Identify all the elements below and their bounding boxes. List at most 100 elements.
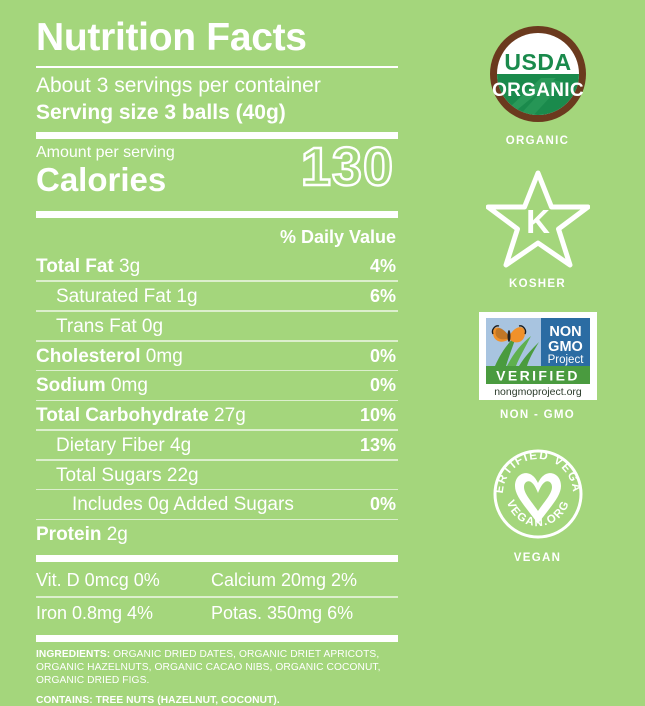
nutrient-label: Trans Fat 0g: [56, 316, 163, 337]
protein-divider: [36, 555, 398, 563]
nutrient-daily-value: 0%: [369, 375, 396, 396]
vitamins-section: Vit. D 0mcg 0% Calcium 20mg 2% Iron 0.8mg …: [36, 565, 398, 628]
row-divider: [36, 429, 398, 431]
nutrient-name: Sodium: [36, 375, 106, 397]
vitamin-cell-left: Vit. D 0mcg 0%: [36, 570, 160, 591]
nutrient-row: Sodium 0mg 0%: [36, 371, 398, 399]
serving-divider: [36, 132, 398, 140]
svg-text:ORGANIC: ORGANIC: [492, 80, 584, 101]
nutrient-amount: 27g: [208, 405, 246, 427]
nutrient-label: Total Sugars 22g: [56, 465, 199, 486]
svg-text:VERIFIED: VERIFIED: [496, 368, 580, 384]
ingredients-divider: [36, 635, 398, 643]
vitamin-cell-left: Iron 0.8mg 4%: [36, 602, 154, 623]
nutrient-name: Total Fat: [36, 256, 114, 278]
nutrition-label-page: Nutrition Facts About 3 servings per con…: [36, 0, 645, 706]
svg-text:Project: Project: [547, 354, 584, 366]
row-divider: [36, 488, 398, 491]
ingredients-lead: INGREDIENTS:: [36, 649, 111, 661]
nutrient-row: Includes 0g Added Sugars 0%: [36, 490, 398, 518]
badge-caption-kosher: KOSHER: [508, 278, 566, 290]
badge-non-gmo: NON GMO Project VERIFIED nongmoproject.o…: [478, 312, 597, 421]
row-divider: [36, 459, 398, 461]
vitamin-row: Vit. D 0mcg 0% Calcium 20mg 2%: [36, 565, 398, 596]
nutrient-amount: 0mg: [105, 375, 148, 397]
certification-badges-panel: USDA ORGANIC ORGANIC K KOSHER: [430, 0, 645, 645]
nutrient-name: Total Sugars: [56, 464, 162, 486]
nutrient-name: Dietary Fiber: [56, 434, 165, 456]
nutrition-facts-panel: Nutrition Facts About 3 servings per con…: [36, 16, 398, 706]
svg-text:GMO: GMO: [548, 339, 583, 355]
serving-size: Serving size 3 balls (40g): [36, 100, 286, 124]
nutrient-name: Trans Fat: [56, 315, 137, 337]
row-divider: [36, 369, 398, 372]
badge-caption-non-gmo: NON - GMO: [500, 409, 575, 421]
row-divider: [36, 280, 398, 282]
nutrient-label: Cholesterol 0mg: [36, 346, 183, 367]
servings-per-container: About 3 servings per container: [36, 74, 321, 97]
nutrient-amount: 2g: [101, 524, 128, 546]
row-divider: [36, 310, 398, 312]
nutrient-rows: Total Fat 3g 4% Saturated Fat 1g 6% Trans Fa…: [36, 252, 398, 548]
nutrient-row: Total Sugars 22g: [36, 461, 398, 489]
kosher-star-icon: K: [485, 170, 590, 268]
nutrient-amount: 4g: [164, 434, 192, 456]
nutrient-amount: 3g: [113, 256, 141, 278]
nutrient-label: Includes 0g Added Sugars: [72, 494, 294, 515]
nutrient-row: Trans Fat 0g: [36, 312, 398, 340]
vitamin-cell-right: Potas. 350mg 6%: [211, 602, 354, 623]
vitamin-row: Iron 0.8mg 4% Potas. 350mg 6%: [36, 598, 398, 629]
svg-text:K: K: [526, 203, 550, 240]
nutrient-name: Protein: [36, 524, 102, 546]
nutrient-row: Total Carbohydrate 27g 10%: [36, 401, 398, 429]
nutrient-name: Cholesterol: [36, 345, 141, 367]
nutrient-label: Total Fat 3g: [36, 256, 140, 277]
row-divider: [36, 399, 398, 402]
nutrient-daily-value: 10%: [359, 405, 396, 426]
svg-text:nongmoproject.org: nongmoproject.org: [494, 386, 582, 398]
calories-value: 130: [300, 137, 395, 198]
nutrient-row: Saturated Fat 1g 6%: [36, 282, 398, 310]
nutrient-name: Total Carbohydrate: [36, 405, 209, 427]
nutrient-daily-value: 4%: [369, 256, 396, 277]
nutrient-label: Saturated Fat 1g: [56, 286, 198, 307]
nutrient-label: Sodium 0mg: [36, 375, 148, 396]
calories-label: Calories: [36, 160, 167, 198]
nutrient-daily-value: 0%: [369, 345, 396, 366]
nutrient-row: Cholesterol 0mg 0%: [36, 342, 398, 370]
nutrient-name: Saturated Fat: [56, 285, 172, 307]
vitamin-cell-right: Calcium 20mg 2%: [211, 570, 358, 591]
badge-usda-organic: USDA ORGANIC ORGANIC: [486, 22, 590, 147]
title-divider: [36, 66, 398, 68]
badge-caption-vegan: VEGAN: [513, 552, 562, 564]
certified-vegan-icon: CERTIFIED VEGAN VEGAN.ORG: [489, 445, 582, 539]
calories-block: Amount per serving Calories 130: [36, 137, 398, 204]
amount-per-serving-label: Amount per serving: [36, 144, 175, 162]
nutrient-row: Total Fat 3g 4%: [36, 252, 398, 280]
row-divider: [36, 340, 398, 342]
calories-divider: [36, 211, 398, 219]
nutrient-label: Total Carbohydrate 27g: [36, 405, 246, 426]
usda-organic-icon: USDA ORGANIC: [489, 26, 586, 122]
daily-value-header: % Daily Value: [279, 227, 396, 248]
svg-text:NON: NON: [549, 324, 581, 340]
nutrient-row: Dietary Fiber 4g 13%: [36, 431, 398, 459]
svg-text:USDA: USDA: [504, 49, 571, 75]
nutrient-label: Dietary Fiber 4g: [56, 435, 191, 456]
contains-allergen-text: CONTAINS: TREE NUTS (HAZELNUT, COCONUT).: [36, 694, 280, 706]
nutrient-row: Protein 2g: [36, 520, 398, 548]
nutrient-name: Includes 0g Added Sugars: [72, 494, 294, 516]
nutrient-amount: 0mg: [140, 345, 183, 367]
non-gmo-project-verified-icon: NON GMO Project VERIFIED nongmoproject.o…: [478, 312, 597, 400]
row-divider: [36, 518, 398, 521]
nutrient-daily-value: 0%: [369, 494, 396, 515]
nutrient-amount: 0g: [136, 315, 164, 337]
vitamin-row-divider: [36, 596, 398, 598]
nutrient-amount: 22g: [161, 464, 199, 486]
badge-kosher: K KOSHER: [485, 169, 590, 290]
nutrient-daily-value: 6%: [369, 285, 396, 306]
nutrient-label: Protein 2g: [36, 524, 128, 545]
page-title: Nutrition Facts: [36, 16, 307, 59]
badge-caption-organic: ORGANIC: [505, 135, 570, 147]
nutrient-daily-value: 13%: [359, 434, 396, 455]
